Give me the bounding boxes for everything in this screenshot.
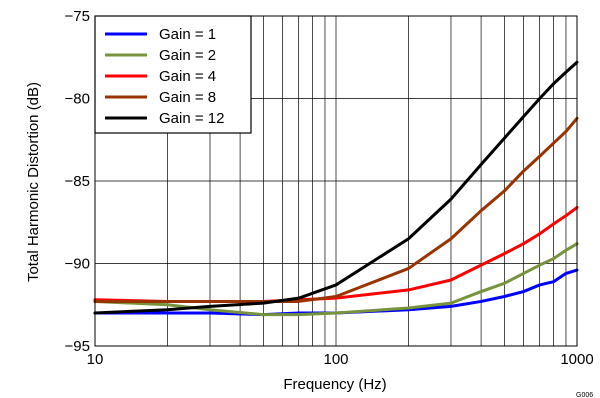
series-line-1 (93, 268, 579, 317)
series-layer (93, 60, 579, 317)
series-line-2 (93, 242, 579, 317)
legend-label: Gain = 4 (159, 68, 216, 85)
y-tick-label: −80 (65, 91, 90, 108)
series-line-5 (93, 60, 579, 315)
legend-label: Gain = 1 (159, 26, 216, 43)
x-tick-label: 1000 (560, 351, 593, 368)
y-tick-label: −85 (65, 173, 90, 190)
series-line-4 (93, 116, 579, 303)
plot-frame (94, 15, 578, 347)
x-tick-label: 10 (87, 351, 104, 368)
legend: Gain = 1 Gain = 2 Gain = 4 Gain = 8 Gain = 1… (94, 15, 252, 134)
y-axis-label: Total Harmonic Distortion (dB) (25, 82, 42, 282)
ticks: 10 100 1000 −95 −90 −85 −80 −75 (65, 8, 594, 368)
legend-label: Gain = 12 (159, 110, 224, 127)
y-tick-label: −90 (65, 256, 90, 273)
legend-label: Gain = 2 (159, 47, 216, 64)
figure-id: G006 (576, 392, 593, 398)
legend-label: Gain = 8 (159, 89, 216, 106)
y-tick-label: −75 (65, 8, 90, 25)
y-tick-label: −95 (65, 338, 90, 355)
x-tick-label: 100 (323, 351, 348, 368)
x-axis-label: Frequency (Hz) (283, 376, 386, 393)
